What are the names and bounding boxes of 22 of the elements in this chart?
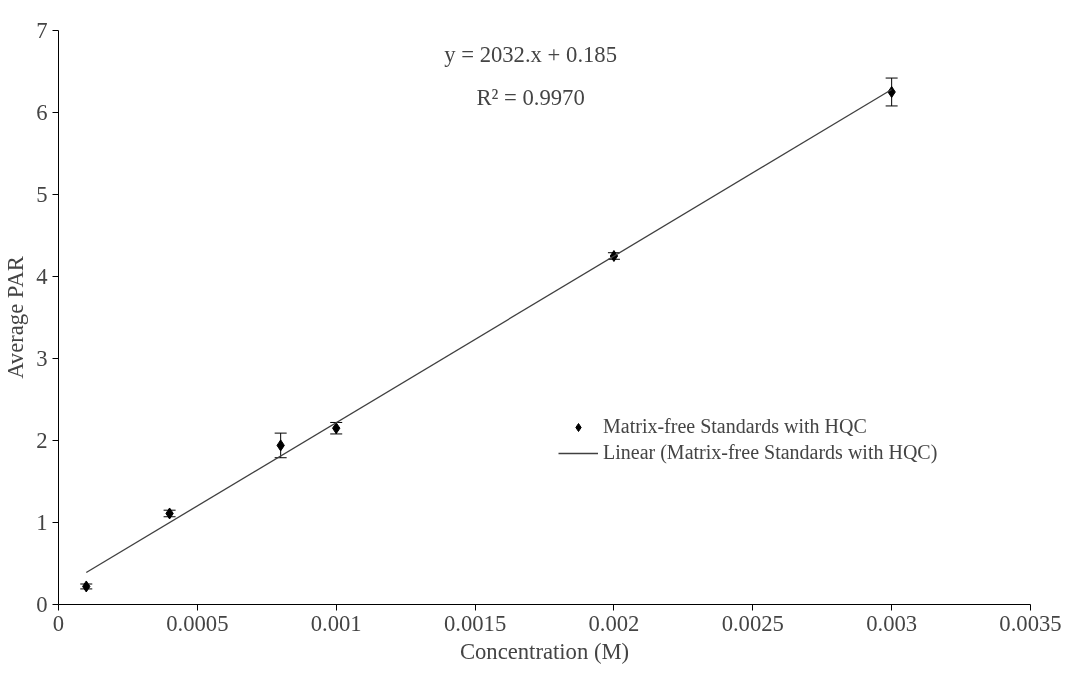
annotation: y = 2032.x + 0.185 xyxy=(444,42,618,68)
legend-label: Matrix-free Standards with HQC xyxy=(603,415,867,438)
x-tick-label: 0.0035 xyxy=(999,610,1062,636)
y-tick-label: 0 xyxy=(36,592,48,617)
y-axis-title: Average PAR xyxy=(3,255,29,379)
y-tick-label: 1 xyxy=(36,510,48,535)
annotation: R² = 0.9970 xyxy=(476,85,585,111)
y-tick-label: 2 xyxy=(36,428,48,453)
x-tick-label: 0.0025 xyxy=(721,610,784,636)
y-tick-label: 6 xyxy=(36,100,48,125)
x-tick-label: 0.0005 xyxy=(166,610,229,636)
x-tick-label: 0.0015 xyxy=(443,610,507,636)
y-tick-label: 5 xyxy=(36,182,48,207)
y-tick-label: 4 xyxy=(36,264,48,289)
y-tick-label: 7 xyxy=(36,18,48,43)
x-tick-label: 0 xyxy=(52,610,65,636)
x-axis-title: Concentration (M) xyxy=(459,638,630,664)
x-tick-label: 0.002 xyxy=(588,610,640,636)
x-tick-label: 0.003 xyxy=(866,610,918,636)
legend-label: Linear (Matrix-free Standards with HQC) xyxy=(603,441,938,464)
y-tick-label: 3 xyxy=(36,346,48,371)
x-tick-label: 0.001 xyxy=(310,610,362,636)
